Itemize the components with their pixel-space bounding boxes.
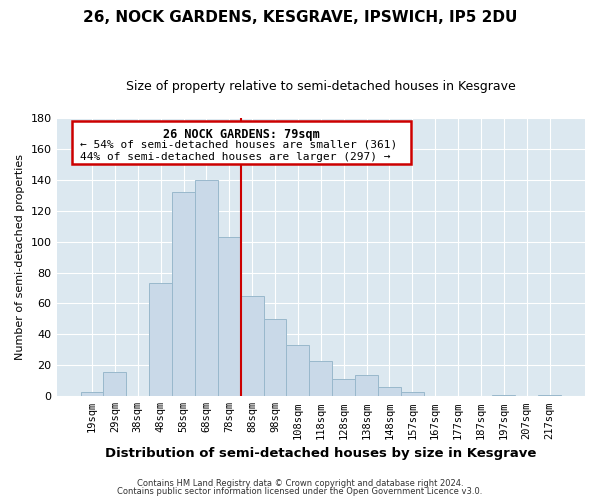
Bar <box>355 374 378 396</box>
Text: 26 NOCK GARDENS: 79sqm: 26 NOCK GARDENS: 79sqm <box>163 128 320 140</box>
Text: 44% of semi-detached houses are larger (297) →: 44% of semi-detached houses are larger (… <box>80 152 391 162</box>
Text: Contains HM Land Registry data © Crown copyright and database right 2024.: Contains HM Land Registry data © Crown c… <box>137 478 463 488</box>
Bar <box>241 296 263 396</box>
Bar <box>195 180 218 396</box>
Bar <box>149 284 172 397</box>
FancyBboxPatch shape <box>73 120 410 164</box>
Title: Size of property relative to semi-detached houses in Kesgrave: Size of property relative to semi-detach… <box>126 80 515 93</box>
Bar <box>378 387 401 396</box>
Bar <box>286 345 310 397</box>
Text: Contains public sector information licensed under the Open Government Licence v3: Contains public sector information licen… <box>118 487 482 496</box>
Text: 26, NOCK GARDENS, KESGRAVE, IPSWICH, IP5 2DU: 26, NOCK GARDENS, KESGRAVE, IPSWICH, IP5… <box>83 10 517 25</box>
X-axis label: Distribution of semi-detached houses by size in Kesgrave: Distribution of semi-detached houses by … <box>105 447 536 460</box>
Y-axis label: Number of semi-detached properties: Number of semi-detached properties <box>15 154 25 360</box>
Bar <box>263 319 286 396</box>
Bar <box>310 360 332 396</box>
Bar <box>332 380 355 396</box>
Bar <box>103 372 127 396</box>
Bar <box>538 395 561 396</box>
Bar <box>493 395 515 396</box>
Bar <box>401 392 424 396</box>
Bar <box>172 192 195 396</box>
Bar <box>218 237 241 396</box>
Bar <box>80 392 103 396</box>
Text: ← 54% of semi-detached houses are smaller (361): ← 54% of semi-detached houses are smalle… <box>80 140 398 149</box>
